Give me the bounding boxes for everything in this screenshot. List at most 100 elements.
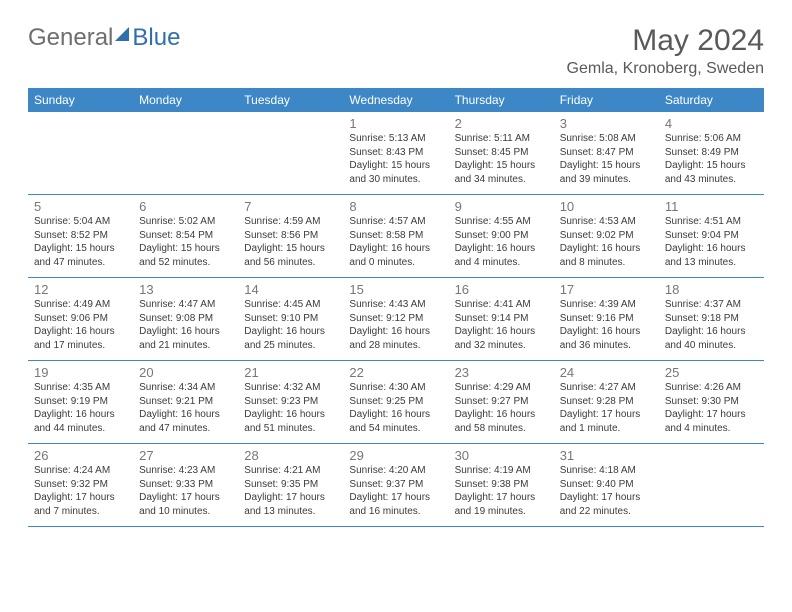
- day-number: 10: [560, 199, 653, 214]
- week-row: 1Sunrise: 5:13 AMSunset: 8:43 PMDaylight…: [28, 112, 764, 195]
- day-details: Sunrise: 5:04 AMSunset: 8:52 PMDaylight:…: [34, 215, 127, 269]
- day-number: 30: [455, 448, 548, 463]
- day-number: 24: [560, 365, 653, 380]
- day-number: 11: [665, 199, 758, 214]
- day-number: 18: [665, 282, 758, 297]
- empty-cell: [238, 112, 343, 194]
- day-cell: 11Sunrise: 4:51 AMSunset: 9:04 PMDayligh…: [659, 195, 764, 277]
- day-details: Sunrise: 4:45 AMSunset: 9:10 PMDaylight:…: [244, 298, 337, 352]
- day-cell: 29Sunrise: 4:20 AMSunset: 9:37 PMDayligh…: [343, 444, 448, 526]
- day-number: 3: [560, 116, 653, 131]
- day-cell: 24Sunrise: 4:27 AMSunset: 9:28 PMDayligh…: [554, 361, 659, 443]
- day-details: Sunrise: 4:59 AMSunset: 8:56 PMDaylight:…: [244, 215, 337, 269]
- day-cell: 4Sunrise: 5:06 AMSunset: 8:49 PMDaylight…: [659, 112, 764, 194]
- empty-cell: [133, 112, 238, 194]
- day-number: 17: [560, 282, 653, 297]
- empty-cell: [659, 444, 764, 526]
- day-cell: 17Sunrise: 4:39 AMSunset: 9:16 PMDayligh…: [554, 278, 659, 360]
- day-details: Sunrise: 4:39 AMSunset: 9:16 PMDaylight:…: [560, 298, 653, 352]
- day-cell: 30Sunrise: 4:19 AMSunset: 9:38 PMDayligh…: [449, 444, 554, 526]
- day-number: 2: [455, 116, 548, 131]
- weeks-container: 1Sunrise: 5:13 AMSunset: 8:43 PMDaylight…: [28, 112, 764, 527]
- day-cell: 18Sunrise: 4:37 AMSunset: 9:18 PMDayligh…: [659, 278, 764, 360]
- day-cell: 16Sunrise: 4:41 AMSunset: 9:14 PMDayligh…: [449, 278, 554, 360]
- day-details: Sunrise: 4:55 AMSunset: 9:00 PMDaylight:…: [455, 215, 548, 269]
- day-cell: 22Sunrise: 4:30 AMSunset: 9:25 PMDayligh…: [343, 361, 448, 443]
- day-number: 12: [34, 282, 127, 297]
- day-cell: 25Sunrise: 4:26 AMSunset: 9:30 PMDayligh…: [659, 361, 764, 443]
- day-details: Sunrise: 4:47 AMSunset: 9:08 PMDaylight:…: [139, 298, 232, 352]
- day-details: Sunrise: 4:51 AMSunset: 9:04 PMDaylight:…: [665, 215, 758, 269]
- empty-cell: [28, 112, 133, 194]
- day-cell: 12Sunrise: 4:49 AMSunset: 9:06 PMDayligh…: [28, 278, 133, 360]
- month-title: May 2024: [567, 24, 764, 58]
- day-number: 22: [349, 365, 442, 380]
- day-cell: 14Sunrise: 4:45 AMSunset: 9:10 PMDayligh…: [238, 278, 343, 360]
- day-number: 25: [665, 365, 758, 380]
- day-number: 31: [560, 448, 653, 463]
- day-details: Sunrise: 4:27 AMSunset: 9:28 PMDaylight:…: [560, 381, 653, 435]
- day-number: 27: [139, 448, 232, 463]
- day-cell: 20Sunrise: 4:34 AMSunset: 9:21 PMDayligh…: [133, 361, 238, 443]
- day-number: 13: [139, 282, 232, 297]
- day-details: Sunrise: 4:18 AMSunset: 9:40 PMDaylight:…: [560, 464, 653, 518]
- day-details: Sunrise: 5:06 AMSunset: 8:49 PMDaylight:…: [665, 132, 758, 186]
- location-label: Gemla, Kronoberg, Sweden: [567, 60, 764, 78]
- day-cell: 31Sunrise: 4:18 AMSunset: 9:40 PMDayligh…: [554, 444, 659, 526]
- day-cell: 9Sunrise: 4:55 AMSunset: 9:00 PMDaylight…: [449, 195, 554, 277]
- weekday-monday: Monday: [133, 88, 238, 112]
- day-details: Sunrise: 4:41 AMSunset: 9:14 PMDaylight:…: [455, 298, 548, 352]
- day-number: 14: [244, 282, 337, 297]
- day-cell: 19Sunrise: 4:35 AMSunset: 9:19 PMDayligh…: [28, 361, 133, 443]
- day-cell: 5Sunrise: 5:04 AMSunset: 8:52 PMDaylight…: [28, 195, 133, 277]
- day-number: 21: [244, 365, 337, 380]
- calendar-grid: SundayMondayTuesdayWednesdayThursdayFrid…: [28, 88, 764, 527]
- day-details: Sunrise: 4:30 AMSunset: 9:25 PMDaylight:…: [349, 381, 442, 435]
- day-number: 1: [349, 116, 442, 131]
- day-details: Sunrise: 5:02 AMSunset: 8:54 PMDaylight:…: [139, 215, 232, 269]
- day-details: Sunrise: 4:37 AMSunset: 9:18 PMDaylight:…: [665, 298, 758, 352]
- day-number: 4: [665, 116, 758, 131]
- brand-word-2: Blue: [132, 24, 180, 52]
- day-number: 29: [349, 448, 442, 463]
- day-cell: 2Sunrise: 5:11 AMSunset: 8:45 PMDaylight…: [449, 112, 554, 194]
- week-row: 12Sunrise: 4:49 AMSunset: 9:06 PMDayligh…: [28, 278, 764, 361]
- day-number: 9: [455, 199, 548, 214]
- day-number: 26: [34, 448, 127, 463]
- day-cell: 13Sunrise: 4:47 AMSunset: 9:08 PMDayligh…: [133, 278, 238, 360]
- day-details: Sunrise: 5:13 AMSunset: 8:43 PMDaylight:…: [349, 132, 442, 186]
- day-number: 16: [455, 282, 548, 297]
- day-details: Sunrise: 4:43 AMSunset: 9:12 PMDaylight:…: [349, 298, 442, 352]
- day-details: Sunrise: 4:32 AMSunset: 9:23 PMDaylight:…: [244, 381, 337, 435]
- title-block: May 2024 Gemla, Kronoberg, Sweden: [567, 24, 764, 78]
- weekday-saturday: Saturday: [659, 88, 764, 112]
- day-number: 7: [244, 199, 337, 214]
- day-number: 8: [349, 199, 442, 214]
- day-details: Sunrise: 4:53 AMSunset: 9:02 PMDaylight:…: [560, 215, 653, 269]
- day-details: Sunrise: 4:21 AMSunset: 9:35 PMDaylight:…: [244, 464, 337, 518]
- weekday-thursday: Thursday: [449, 88, 554, 112]
- day-details: Sunrise: 4:57 AMSunset: 8:58 PMDaylight:…: [349, 215, 442, 269]
- day-cell: 7Sunrise: 4:59 AMSunset: 8:56 PMDaylight…: [238, 195, 343, 277]
- day-cell: 8Sunrise: 4:57 AMSunset: 8:58 PMDaylight…: [343, 195, 448, 277]
- day-details: Sunrise: 4:19 AMSunset: 9:38 PMDaylight:…: [455, 464, 548, 518]
- day-number: 19: [34, 365, 127, 380]
- weekday-sunday: Sunday: [28, 88, 133, 112]
- day-cell: 3Sunrise: 5:08 AMSunset: 8:47 PMDaylight…: [554, 112, 659, 194]
- day-details: Sunrise: 4:26 AMSunset: 9:30 PMDaylight:…: [665, 381, 758, 435]
- day-details: Sunrise: 4:20 AMSunset: 9:37 PMDaylight:…: [349, 464, 442, 518]
- day-number: 28: [244, 448, 337, 463]
- day-cell: 27Sunrise: 4:23 AMSunset: 9:33 PMDayligh…: [133, 444, 238, 526]
- day-details: Sunrise: 4:49 AMSunset: 9:06 PMDaylight:…: [34, 298, 127, 352]
- weekday-tuesday: Tuesday: [238, 88, 343, 112]
- header: General Blue May 2024 Gemla, Kronoberg, …: [28, 24, 764, 78]
- calendar-page: General Blue May 2024 Gemla, Kronoberg, …: [0, 0, 792, 547]
- day-details: Sunrise: 4:23 AMSunset: 9:33 PMDaylight:…: [139, 464, 232, 518]
- week-row: 5Sunrise: 5:04 AMSunset: 8:52 PMDaylight…: [28, 195, 764, 278]
- day-details: Sunrise: 4:29 AMSunset: 9:27 PMDaylight:…: [455, 381, 548, 435]
- week-row: 19Sunrise: 4:35 AMSunset: 9:19 PMDayligh…: [28, 361, 764, 444]
- day-number: 6: [139, 199, 232, 214]
- weekday-wednesday: Wednesday: [343, 88, 448, 112]
- day-cell: 6Sunrise: 5:02 AMSunset: 8:54 PMDaylight…: [133, 195, 238, 277]
- day-cell: 23Sunrise: 4:29 AMSunset: 9:27 PMDayligh…: [449, 361, 554, 443]
